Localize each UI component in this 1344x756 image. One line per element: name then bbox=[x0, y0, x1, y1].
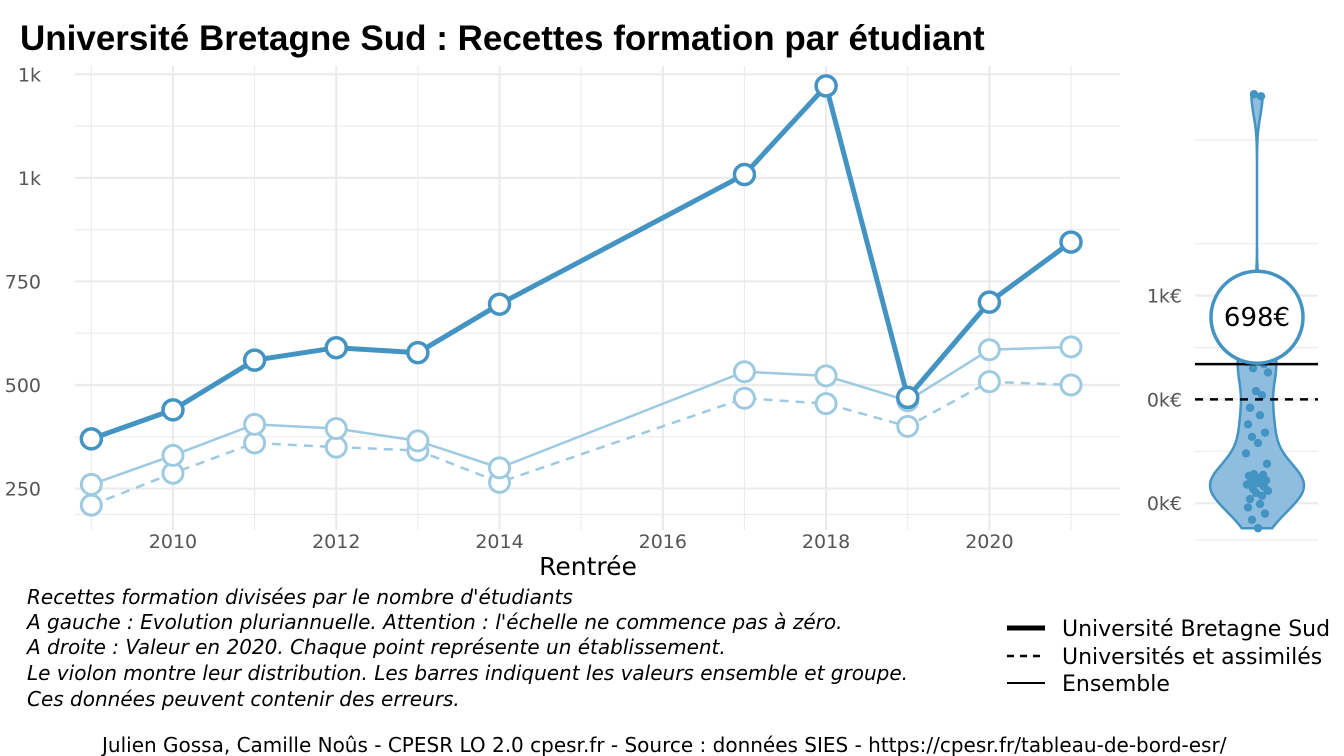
note-line: A gauche : Evolution pluriannuelle. Atte… bbox=[25, 610, 843, 634]
series-point bbox=[814, 364, 838, 388]
note-line: Le violon montre leur distribution. Les … bbox=[27, 661, 908, 685]
series-point bbox=[1059, 373, 1083, 397]
violin-point bbox=[1247, 515, 1257, 525]
violin-point bbox=[1251, 386, 1261, 396]
violin-point bbox=[1245, 494, 1255, 504]
series-point bbox=[732, 162, 757, 187]
x-axis-label: Rentrée bbox=[539, 552, 637, 581]
violin-point bbox=[1262, 459, 1272, 468]
y-tick-label: 750 bbox=[5, 271, 41, 293]
legend-label: Universités et assimilés bbox=[1062, 645, 1322, 670]
x-tick-label: 2012 bbox=[312, 531, 360, 553]
violin-point bbox=[1245, 403, 1255, 412]
violin-y-tick-label: 1k€ bbox=[1147, 286, 1182, 308]
highlight-bubble bbox=[1209, 269, 1305, 365]
series-point bbox=[406, 429, 430, 453]
caption: Julien Gossa, Camille Noûs - CPESR LO 2.… bbox=[100, 733, 1227, 756]
violin-point bbox=[1255, 499, 1265, 509]
violin-point bbox=[1255, 411, 1265, 420]
violin-point bbox=[1248, 364, 1258, 373]
series-point bbox=[79, 472, 103, 496]
series-point bbox=[814, 74, 838, 98]
legend-label: Ensemble bbox=[1062, 672, 1170, 697]
violin-y-tick-label: 0k€ bbox=[1147, 493, 1182, 515]
series-point bbox=[977, 370, 1001, 394]
violin-point bbox=[1241, 449, 1251, 458]
series-point bbox=[1059, 335, 1083, 359]
line-y-tick-labels: 250 500 750 1k 1k bbox=[5, 64, 41, 500]
y-tick-label: 1k bbox=[18, 64, 41, 86]
line-points bbox=[79, 74, 1083, 517]
series-point bbox=[242, 348, 267, 372]
series-point bbox=[732, 386, 756, 410]
series-point bbox=[487, 292, 512, 316]
legend-label: Université Bretagne Sud bbox=[1062, 617, 1330, 642]
line-panel: 250 500 750 1k 1k 2010 2012 2014 2016 2018 2020 R… bbox=[5, 64, 1120, 581]
highlight-value: 698€ bbox=[1224, 303, 1290, 333]
y-tick-label: 1k bbox=[18, 168, 41, 190]
violin-point bbox=[1243, 503, 1253, 512]
series-point bbox=[243, 431, 267, 455]
violin-y-tick-labels: 0k€ 0k€ 1k€ bbox=[1147, 286, 1182, 516]
series-point bbox=[161, 398, 185, 422]
violin-point bbox=[1256, 92, 1266, 101]
line-grid bbox=[75, 66, 1120, 530]
violin-point bbox=[1260, 509, 1270, 518]
violin-point bbox=[1253, 523, 1263, 533]
x-tick-label: 2018 bbox=[802, 531, 850, 553]
violin-point bbox=[1243, 420, 1253, 429]
line-x-tick-labels: 2010 2012 2014 2016 2018 2020 bbox=[149, 531, 1014, 553]
violin-point bbox=[1263, 368, 1273, 377]
series-point bbox=[324, 417, 348, 440]
series-point bbox=[732, 360, 756, 384]
series-point bbox=[79, 493, 103, 517]
note-line: A droite : Valeur en 2020. Chaque point … bbox=[25, 635, 726, 659]
series-point bbox=[406, 340, 430, 365]
x-tick-label: 2014 bbox=[475, 531, 523, 553]
y-tick-label: 250 bbox=[5, 479, 41, 501]
series-point bbox=[79, 427, 104, 451]
violin-point bbox=[1253, 438, 1263, 448]
violin-point bbox=[1257, 391, 1267, 400]
series-point bbox=[814, 392, 838, 416]
chart-title: Université Bretagne Sud : Recettes forma… bbox=[20, 19, 985, 58]
violin-point bbox=[1263, 486, 1273, 495]
x-tick-label: 2010 bbox=[149, 531, 197, 553]
series-point bbox=[1059, 230, 1083, 254]
violin-point bbox=[1260, 428, 1270, 437]
series-point bbox=[896, 414, 920, 438]
x-tick-label: 2016 bbox=[639, 531, 687, 553]
note-line: Ces données peuvent contenir des erreurs… bbox=[27, 687, 460, 711]
violin-point bbox=[1249, 90, 1259, 99]
series-point bbox=[324, 435, 348, 459]
violin-point bbox=[1242, 480, 1252, 489]
series-point bbox=[488, 456, 512, 480]
series-line bbox=[90, 380, 1072, 507]
notes: Recettes formation divisées par le nombr… bbox=[25, 585, 908, 711]
violin-panel: 0k€ 0k€ 1k€ 698€ bbox=[1147, 90, 1318, 541]
violin-point bbox=[1247, 432, 1257, 441]
series-point bbox=[977, 290, 1002, 314]
series-point bbox=[895, 385, 920, 410]
series-point bbox=[243, 412, 267, 436]
series-point bbox=[324, 335, 348, 360]
series-point bbox=[977, 338, 1001, 362]
legend: Université Bretagne Sud Universités et a… bbox=[1007, 617, 1330, 697]
violin-y-tick-label: 0k€ bbox=[1147, 389, 1182, 411]
note-line: Recettes formation divisées par le nombr… bbox=[27, 585, 573, 609]
series-point bbox=[161, 443, 185, 467]
violin-point bbox=[1257, 491, 1267, 500]
x-tick-label: 2020 bbox=[965, 531, 1013, 553]
y-tick-label: 500 bbox=[5, 375, 41, 397]
